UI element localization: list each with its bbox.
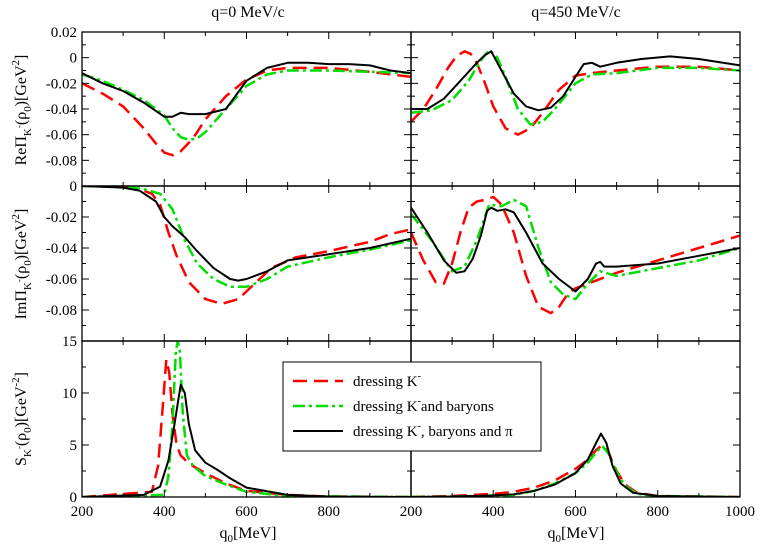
ytick-label: -0.04 xyxy=(46,241,78,257)
ytick-label: 0 xyxy=(70,51,78,67)
series-line-dressing-k-baryons-and xyxy=(411,206,740,293)
series-line-dressing-k-baryons-and xyxy=(82,61,411,118)
series-line-dressing-k xyxy=(82,358,411,497)
xtick-label: 400 xyxy=(482,504,505,520)
series-line-dressing-k-and-baryons xyxy=(411,444,740,497)
series-line-dressing-k xyxy=(82,66,411,157)
ylabel-spec: SK-(ρ0)[GeV-2] xyxy=(10,372,34,466)
series-line-dressing-k-baryons-and xyxy=(411,50,740,112)
ytick-label: -0.02 xyxy=(46,76,77,92)
ytick-label: -0.08 xyxy=(46,303,77,319)
series-group xyxy=(411,432,740,497)
panel-frame xyxy=(81,31,412,187)
ytick-label: 15 xyxy=(62,334,77,350)
ytick-label: -0.06 xyxy=(46,128,78,144)
ytick-label: -0.02 xyxy=(46,210,77,226)
ytick-label: 0 xyxy=(70,490,78,506)
xtick-label: 600 xyxy=(235,504,258,520)
ytick-label: 0 xyxy=(70,179,78,195)
ylabel-re: ReΠK-(ρ0)[GeV2] xyxy=(10,55,34,166)
series-line-dressing-k-baryons-and xyxy=(82,383,411,497)
ytick-label: 0.02 xyxy=(51,25,77,41)
series-line-dressing-k-and-baryons xyxy=(411,48,740,126)
series-line-dressing-k-baryons-and xyxy=(411,432,740,497)
xtick-label: 600 xyxy=(564,504,587,520)
series-group xyxy=(82,341,411,497)
ytick-label: -0.08 xyxy=(46,153,77,169)
panel-frame xyxy=(410,185,741,342)
legend: dressing K- dressing K-and baryons dress… xyxy=(282,361,542,452)
xtick-label: 200 xyxy=(71,504,94,520)
series-line-dressing-k-and-baryons xyxy=(82,341,411,497)
panel-re-q0: -0.08 -0.06 -0.04 -0.02 0 0.02 xyxy=(46,25,412,187)
ytick-label: -0.06 xyxy=(46,272,78,288)
series-line-dressing-k xyxy=(82,186,411,306)
panel-spec-q0: 0 5 10 15 200 400 600 800 xyxy=(62,334,412,520)
series-line-dressing-k-and-baryons xyxy=(82,186,411,289)
panel-im-q0: -0.08 -0.06 -0.04 -0.02 0 xyxy=(46,179,412,342)
series-line-dressing-k xyxy=(411,443,740,497)
xtick-label: 1000 xyxy=(725,504,755,520)
xlabel-left: q0[MeV] xyxy=(219,525,276,545)
panel-frame xyxy=(81,185,412,342)
panel-re-q450 xyxy=(410,31,741,187)
series-group xyxy=(411,48,740,136)
xlabel-right: q0[MeV] xyxy=(547,525,604,545)
xtick-label: 800 xyxy=(318,504,341,520)
series-line-dressing-k-and-baryons xyxy=(411,198,740,301)
legend-entry-dressing-k-baryons: dressing K-and baryons xyxy=(353,396,494,415)
series-line-dressing-k-baryons-and xyxy=(82,186,411,282)
series-group xyxy=(82,61,411,157)
ytick-label: 10 xyxy=(62,386,77,402)
xtick-label: 400 xyxy=(153,504,176,520)
series-group xyxy=(411,195,740,315)
series-group xyxy=(82,186,411,306)
legend-entry-dressing-k-baryons-pi: dressing K-, baryons and π xyxy=(353,421,513,440)
series-line-dressing-k xyxy=(411,50,740,136)
column-title-q450: q=450 MeV/c xyxy=(531,4,620,21)
ytick-label: 5 xyxy=(70,438,78,454)
xtick-label: 200 xyxy=(400,504,423,520)
ylabel-im: ImΠK-(ρ0)[GeV2] xyxy=(10,209,34,320)
series-line-dressing-k xyxy=(411,195,740,315)
panel-im-q450 xyxy=(410,185,741,342)
legend-entry-dressing-k: dressing K- xyxy=(353,371,421,390)
xtick-label: 800 xyxy=(647,504,670,520)
column-title-q0: q=0 MeV/c xyxy=(211,4,284,21)
ytick-label: -0.04 xyxy=(46,102,78,118)
